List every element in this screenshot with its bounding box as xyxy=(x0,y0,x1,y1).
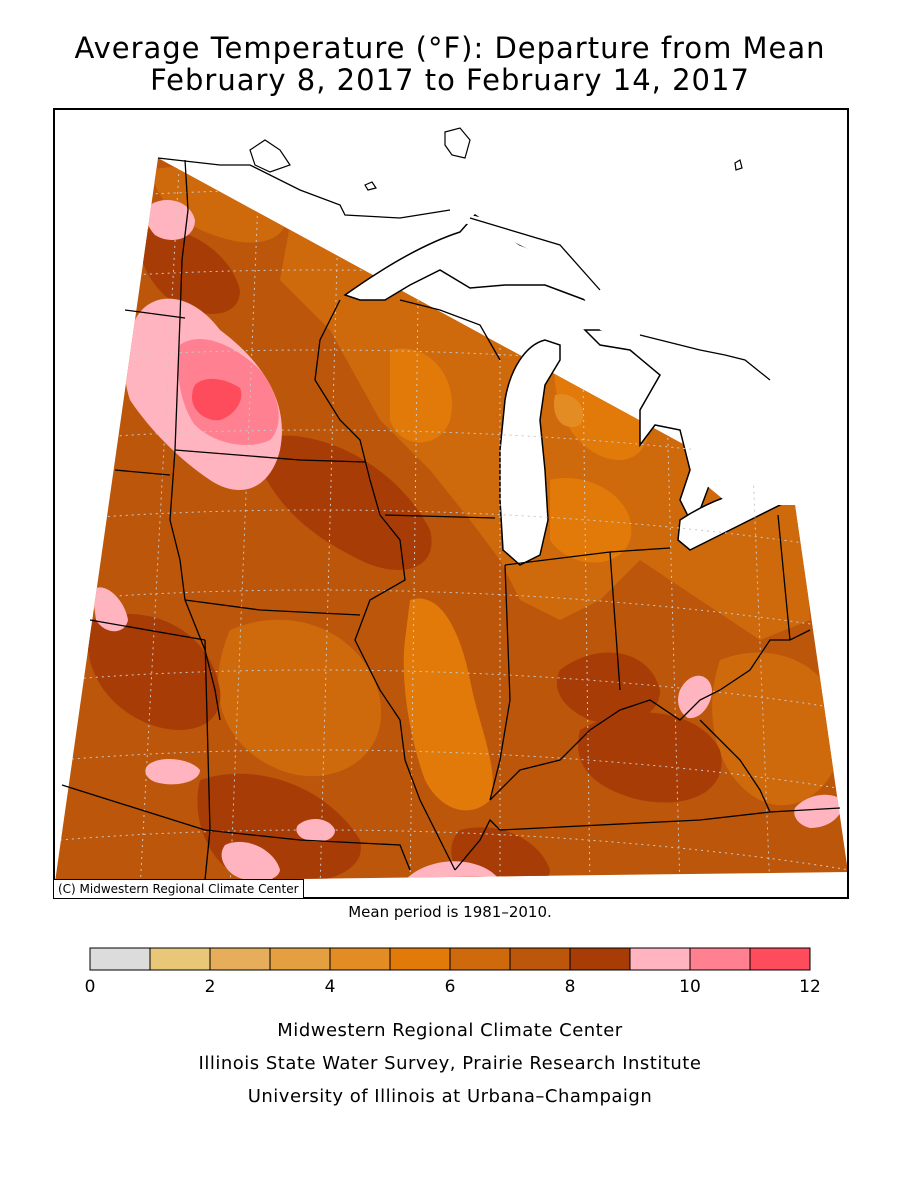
great-lakes xyxy=(220,170,795,566)
legend-tick-labels: 0 2 4 6 8 10 12 xyxy=(85,977,821,997)
legend-swatch-7-8 xyxy=(509,947,571,971)
boundary-sd-ne xyxy=(114,469,171,476)
legend-swatch-10-11 xyxy=(689,947,751,971)
boundary-in-ky-river xyxy=(489,689,721,801)
map-date-range: February 8, 2017 to February 14, 2017 xyxy=(150,63,750,97)
footer-organization: Midwestern Regional Climate Center xyxy=(277,1020,623,1041)
field-8-9-iowa xyxy=(87,613,221,730)
lake-michigan xyxy=(499,339,561,566)
boundary-wi-il xyxy=(384,514,496,519)
field-4-5-michigan-thumb xyxy=(554,394,584,427)
boundary-in-mi xyxy=(504,551,611,566)
field-8-9-minnesota xyxy=(250,435,432,570)
lake-superior xyxy=(343,214,597,301)
boundary-wi-mi xyxy=(399,299,501,361)
legend-tick-label: 10 xyxy=(679,977,701,997)
lake-of-the-woods xyxy=(249,139,291,173)
state-boundaries xyxy=(61,157,841,881)
north-unmapped-area xyxy=(220,170,795,505)
field-9-10-kansas xyxy=(145,758,200,785)
boundary-il-in xyxy=(489,564,511,801)
boundary-oh-pa xyxy=(777,514,791,641)
boundary-ia-il-river xyxy=(354,514,456,871)
boundary-ks-ok xyxy=(61,784,206,831)
boundary-mi-up-wi xyxy=(469,217,601,291)
field-9-10-missouri xyxy=(296,818,335,842)
legend-swatch-0-1 xyxy=(89,947,151,971)
field-8-9-kentucky xyxy=(578,712,722,803)
islands xyxy=(249,127,743,191)
field-6-7-southwest xyxy=(218,619,382,777)
field-9-10-kansas-south xyxy=(221,841,280,882)
boundary-ky-tn xyxy=(499,807,841,831)
legend-swatch-1-2 xyxy=(149,947,211,971)
field-5-6-illinois xyxy=(403,598,493,811)
field-11-12-dakotas xyxy=(192,378,242,421)
legend-swatch-11-12 xyxy=(749,947,811,971)
boundary-in-oh xyxy=(609,551,621,691)
legend-tick-label: 8 xyxy=(565,977,576,997)
boundary-mn-wi xyxy=(314,299,381,516)
small-island-east xyxy=(734,159,743,171)
boundary-mi-lower xyxy=(639,334,771,381)
footer-survey: Illinois State Water Survey, Prairie Res… xyxy=(198,1053,702,1074)
boundary-canada xyxy=(157,157,451,219)
boundary-ne-ia xyxy=(184,599,221,721)
field-5-6-lower-michigan xyxy=(550,478,632,563)
apostle-islands xyxy=(364,181,377,191)
legend-swatch-6-7 xyxy=(449,947,511,971)
boundary-nd-mn xyxy=(179,159,189,319)
field-9-10-ohio xyxy=(678,675,712,719)
legend-colorbar xyxy=(89,947,811,971)
legend-tick-label: 4 xyxy=(325,977,336,997)
field-8-9-north-dakota xyxy=(138,228,240,314)
boundary-ia-mo xyxy=(184,599,361,616)
legend-swatch-9-10 xyxy=(629,947,691,971)
footer-university: University of Illinois at Urbana–Champai… xyxy=(247,1086,653,1107)
boundary-mo-ar xyxy=(204,829,411,871)
legend-tick-label: 2 xyxy=(205,977,216,997)
boundary-sd-mn-ia xyxy=(169,317,186,601)
legend-tick-label: 0 xyxy=(85,977,96,997)
boundary-ne-ks xyxy=(89,619,206,641)
field-5-6-wisconsin xyxy=(390,348,452,443)
mean-period-note: Mean period is 1981–2010. xyxy=(348,903,552,921)
field-9-10-northwest xyxy=(146,200,195,240)
field-8-9-ohio-valley xyxy=(556,652,660,724)
boundary-nd-sd xyxy=(124,309,186,319)
field-9-10-nebraska xyxy=(92,587,128,632)
map-title: Average Temperature (°F): Departure from… xyxy=(74,31,826,65)
map-credit: (C) Midwestern Regional Climate Center xyxy=(54,879,304,898)
boundary-mn-ia xyxy=(174,449,366,463)
legend-tick-label: 12 xyxy=(799,977,821,997)
isle-royale xyxy=(444,127,471,159)
boundary-oh-wv-river xyxy=(719,629,811,691)
boundary-wv-va xyxy=(699,719,771,813)
legend-swatch-3-4 xyxy=(269,947,331,971)
boundary-mi-oh xyxy=(609,547,671,553)
field-9-10-west-virginia xyxy=(794,794,843,828)
legend-swatch-2-3 xyxy=(209,947,271,971)
legend-swatch-8-9 xyxy=(569,947,631,971)
legend-swatch-4-5 xyxy=(329,947,391,971)
boundary-tn-mo-river xyxy=(454,818,501,871)
legend-swatch-5-6 xyxy=(389,947,451,971)
map-frame xyxy=(53,108,849,899)
legend-tick-label: 6 xyxy=(445,977,456,997)
